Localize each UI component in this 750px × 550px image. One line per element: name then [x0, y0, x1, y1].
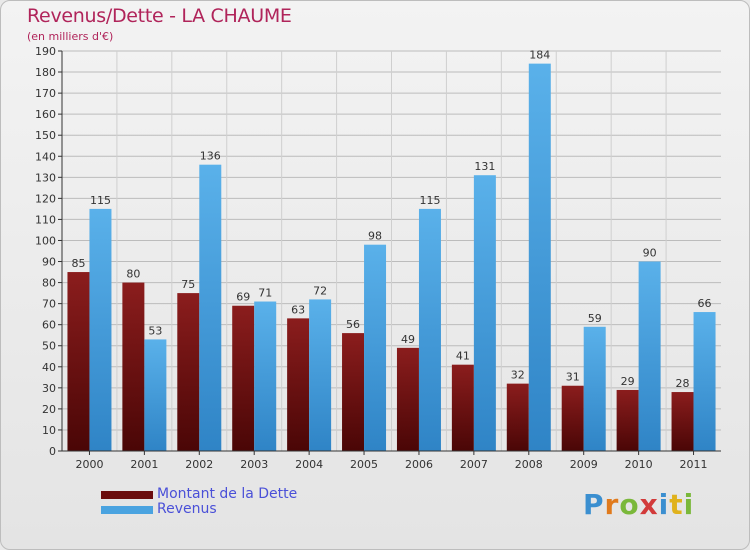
y-tick-label: 160	[35, 108, 56, 121]
logo-letter: x	[639, 488, 659, 521]
y-tick-label: 150	[35, 129, 56, 142]
x-tick-label: 2003	[240, 458, 268, 471]
y-tick-label: 180	[35, 66, 56, 79]
bar-debt	[506, 383, 529, 451]
data-label-debt: 85	[71, 257, 85, 270]
y-tick-label: 100	[35, 234, 56, 247]
x-tick-label: 2008	[515, 458, 543, 471]
data-label-revenus: 131	[474, 160, 495, 173]
data-label-revenus: 71	[258, 287, 272, 300]
bar-debt	[451, 364, 474, 451]
y-tick-label: 50	[42, 340, 56, 353]
x-tick-label: 2001	[130, 458, 158, 471]
bar-revenus	[638, 261, 661, 451]
logo-letter: o	[619, 488, 640, 521]
data-label-revenus: 53	[148, 324, 162, 337]
logo-letter: r	[604, 488, 620, 521]
bar-revenus	[364, 244, 387, 451]
chart-subtitle: (en milliers d'€)	[27, 30, 114, 43]
bar-debt	[342, 333, 365, 451]
legend: Montant de la Dette Revenus	[101, 487, 297, 517]
data-label-debt: 56	[346, 318, 360, 331]
legend-label-revenus: Revenus	[157, 501, 217, 517]
x-tick-label: 2011	[680, 458, 708, 471]
y-tick-label: 130	[35, 171, 56, 184]
bar-debt	[177, 293, 200, 451]
data-label-debt: 80	[126, 268, 140, 281]
y-tick-label: 70	[42, 298, 56, 311]
bar-revenus	[199, 164, 222, 451]
proxiti-logo: Proxiti	[583, 488, 694, 521]
bar-debt	[122, 282, 145, 451]
data-label-debt: 63	[291, 303, 305, 316]
bar-debt	[232, 305, 255, 451]
y-tick-label: 190	[35, 45, 56, 58]
x-tick-label: 2006	[405, 458, 433, 471]
bar-debt	[287, 318, 310, 451]
y-tick-label: 140	[35, 150, 56, 163]
x-tick-label: 2010	[625, 458, 653, 471]
y-tick-label: 110	[35, 213, 56, 226]
data-label-debt: 41	[456, 350, 470, 363]
logo-letter: P	[583, 488, 605, 521]
legend-swatch-revenus	[101, 505, 153, 514]
data-label-revenus: 66	[698, 297, 712, 310]
bar-debt	[67, 272, 90, 451]
y-tick-label: 170	[35, 87, 56, 100]
logo-letter: t	[669, 488, 684, 521]
bar-debt	[671, 392, 694, 451]
y-tick-label: 120	[35, 192, 56, 205]
y-tick-label: 90	[42, 256, 56, 269]
data-label-debt: 31	[566, 371, 580, 384]
bar-revenus	[693, 312, 716, 451]
bar-debt	[616, 389, 639, 451]
data-label-debt: 29	[621, 375, 635, 388]
bar-debt	[396, 347, 419, 451]
data-label-revenus: 115	[90, 194, 111, 207]
y-tick-label: 40	[42, 361, 56, 374]
data-label-revenus: 72	[313, 284, 327, 297]
data-label-debt: 32	[511, 369, 525, 382]
data-label-debt: 75	[181, 278, 195, 291]
legend-swatch-debt	[101, 490, 153, 499]
y-tick-label: 10	[42, 424, 56, 437]
y-tick-label: 30	[42, 382, 56, 395]
data-label-revenus: 90	[643, 247, 657, 260]
legend-item-debt: Montant de la Dette	[101, 487, 297, 502]
data-label-revenus: 59	[588, 312, 602, 325]
y-tick-label: 20	[42, 403, 56, 416]
data-label-debt: 49	[401, 333, 415, 346]
x-tick-label: 2009	[570, 458, 598, 471]
data-label-debt: 69	[236, 291, 250, 304]
bar-revenus	[418, 208, 441, 451]
x-tick-label: 2004	[295, 458, 323, 471]
data-label-revenus: 136	[200, 150, 221, 163]
legend-item-revenus: Revenus	[101, 502, 297, 517]
legend-label-debt: Montant de la Dette	[157, 486, 298, 502]
x-tick-label: 2007	[460, 458, 488, 471]
bar-revenus	[473, 175, 496, 452]
bar-revenus	[528, 63, 551, 451]
y-tick-label: 60	[42, 319, 56, 332]
bar-revenus	[309, 299, 332, 451]
bar-debt	[561, 385, 584, 451]
chart-title: Revenus/Dette - LA CHAUME	[27, 5, 292, 27]
bar-revenus	[89, 208, 112, 451]
x-tick-label: 2000	[75, 458, 103, 471]
bar-revenus	[144, 339, 167, 451]
logo-letter: i	[683, 488, 695, 521]
logo-letter: i	[658, 488, 670, 521]
x-tick-label: 2002	[185, 458, 213, 471]
data-label-debt: 28	[676, 377, 690, 390]
data-label-revenus: 115	[419, 194, 440, 207]
y-tick-label: 0	[49, 445, 56, 458]
data-label-revenus: 98	[368, 230, 382, 243]
y-tick-label: 80	[42, 277, 56, 290]
bar-revenus	[254, 301, 277, 451]
bar-revenus	[583, 326, 606, 451]
x-tick-label: 2005	[350, 458, 378, 471]
data-label-revenus: 184	[529, 49, 550, 62]
